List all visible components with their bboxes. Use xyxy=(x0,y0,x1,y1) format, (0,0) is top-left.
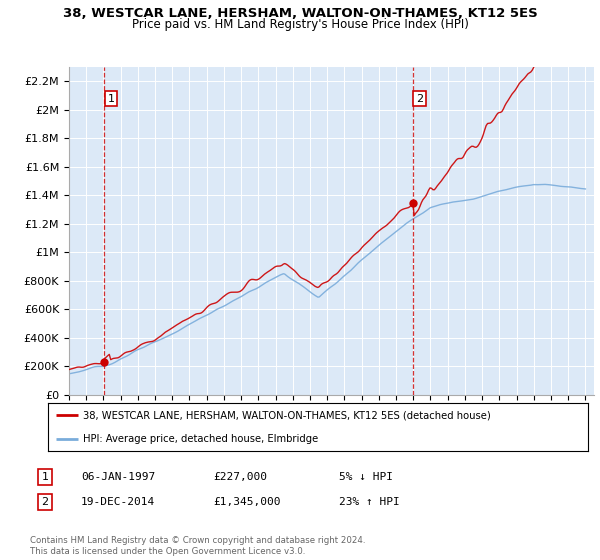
Text: 1: 1 xyxy=(41,472,49,482)
Text: 5% ↓ HPI: 5% ↓ HPI xyxy=(339,472,393,482)
Text: 1: 1 xyxy=(107,94,115,104)
Text: £1,345,000: £1,345,000 xyxy=(213,497,281,507)
Text: 2: 2 xyxy=(41,497,49,507)
Text: 38, WESTCAR LANE, HERSHAM, WALTON-ON-THAMES, KT12 5ES: 38, WESTCAR LANE, HERSHAM, WALTON-ON-THA… xyxy=(62,7,538,20)
Text: 06-JAN-1997: 06-JAN-1997 xyxy=(81,472,155,482)
Text: Price paid vs. HM Land Registry's House Price Index (HPI): Price paid vs. HM Land Registry's House … xyxy=(131,18,469,31)
Text: Contains HM Land Registry data © Crown copyright and database right 2024.
This d: Contains HM Land Registry data © Crown c… xyxy=(30,536,365,556)
Text: 23% ↑ HPI: 23% ↑ HPI xyxy=(339,497,400,507)
Text: 2: 2 xyxy=(416,94,424,104)
Text: 38, WESTCAR LANE, HERSHAM, WALTON-ON-THAMES, KT12 5ES (detached house): 38, WESTCAR LANE, HERSHAM, WALTON-ON-THA… xyxy=(83,410,491,420)
Text: 19-DEC-2014: 19-DEC-2014 xyxy=(81,497,155,507)
Text: £227,000: £227,000 xyxy=(213,472,267,482)
Text: HPI: Average price, detached house, Elmbridge: HPI: Average price, detached house, Elmb… xyxy=(83,434,319,444)
